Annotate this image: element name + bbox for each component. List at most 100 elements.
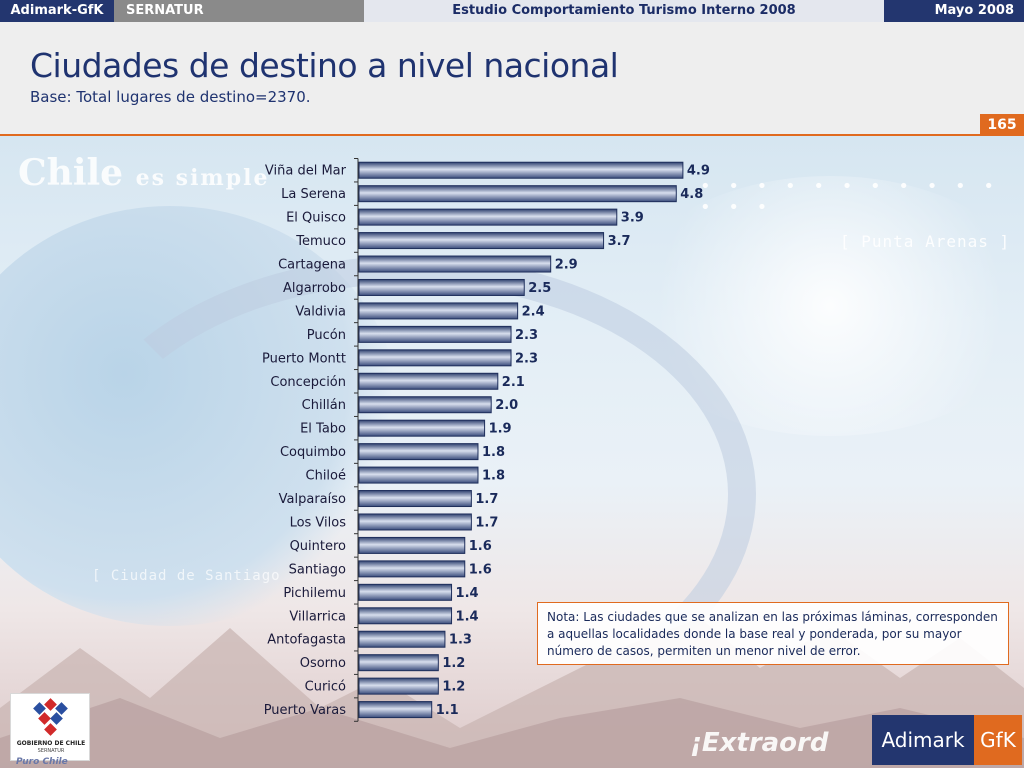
value-label: 2.5 xyxy=(528,281,551,296)
value-label: 1.6 xyxy=(469,539,492,554)
gobierno-subtext: SERNATUR xyxy=(37,748,65,754)
watermark-extraordinario: ¡Extraord xyxy=(690,728,829,758)
value-label: 1.6 xyxy=(469,562,492,577)
category-label: Temuco xyxy=(295,234,346,249)
category-label: Villarrica xyxy=(289,609,346,624)
value-label: 1.8 xyxy=(482,469,505,484)
bar xyxy=(358,560,466,578)
value-label: 1.7 xyxy=(475,492,498,507)
puro-chile-text: Puro Chile xyxy=(16,757,68,767)
value-label: 1.3 xyxy=(449,633,472,648)
value-label: 1.4 xyxy=(456,609,479,624)
category-label: Viña del Mar xyxy=(265,164,347,179)
bar xyxy=(358,255,552,273)
category-label: Curicó xyxy=(305,680,346,695)
category-label: Cartagena xyxy=(278,258,346,273)
bar xyxy=(358,302,519,320)
category-label: Pucón xyxy=(307,328,346,343)
category-label: Coquimbo xyxy=(280,445,346,460)
watermark-punta-arenas: [ Punta Arenas ] xyxy=(840,232,1011,251)
bar xyxy=(358,419,486,437)
category-label: Valdivia xyxy=(295,304,346,319)
gobierno-text: GOBIERNO DE CHILE xyxy=(16,740,86,747)
adimark-gfk-logo: Adimark GfK xyxy=(872,715,1022,765)
value-label: 2.0 xyxy=(495,398,518,413)
bar xyxy=(358,208,618,226)
page-number-badge: 165 xyxy=(980,114,1024,136)
gobierno-emblem-icon xyxy=(33,698,68,736)
bar xyxy=(358,325,512,343)
bar xyxy=(358,630,446,648)
value-label: 3.7 xyxy=(608,234,631,249)
brand-label: Adimark-GfK xyxy=(0,0,114,22)
watermark-chile-main: Chile xyxy=(18,152,124,194)
bar xyxy=(358,607,453,625)
category-label: Chillán xyxy=(302,398,346,413)
bar xyxy=(358,349,512,367)
page-title: Ciudades de destino a nivel nacional xyxy=(30,46,619,85)
value-label: 2.9 xyxy=(555,258,578,273)
bar xyxy=(358,583,453,601)
category-label: Antofagasta xyxy=(267,633,346,648)
bar xyxy=(358,466,479,484)
title-band: Ciudades de destino a nivel nacional Bas… xyxy=(0,22,1024,134)
gobierno-logo: GOBIERNO DE CHILE SERNATUR xyxy=(10,693,90,761)
value-label: 4.8 xyxy=(680,187,703,202)
category-label: Valparaíso xyxy=(279,492,346,507)
category-label: Santiago xyxy=(289,562,346,577)
category-label: Puerto Montt xyxy=(262,351,346,366)
category-label: Concepción xyxy=(270,375,346,390)
adimark-logo-text: Adimark xyxy=(872,715,974,765)
note-box: Nota: Las ciudades que se analizan en la… xyxy=(537,602,1009,665)
page-subtitle: Base: Total lugares de destino=2370. xyxy=(30,88,311,106)
bar xyxy=(358,372,499,390)
bar xyxy=(358,701,433,719)
bar xyxy=(358,161,684,179)
value-label: 1.9 xyxy=(489,422,512,437)
bar xyxy=(358,513,472,531)
bar xyxy=(358,443,479,461)
bar xyxy=(358,490,472,508)
value-label: 1.2 xyxy=(442,656,465,671)
background-scene: Chile es simple • • • • • • • • • • • • … xyxy=(0,136,1024,768)
bar xyxy=(358,396,492,414)
bar xyxy=(358,677,439,695)
category-label: Algarrobo xyxy=(283,281,346,296)
date-label: Mayo 2008 xyxy=(884,0,1024,22)
value-label: 1.1 xyxy=(436,703,459,718)
bar xyxy=(358,278,525,296)
value-label: 1.4 xyxy=(456,586,479,601)
divider-line xyxy=(0,134,1024,136)
watermark-dots: • • • • • • • • • • • • • • xyxy=(700,176,1001,218)
gfk-logo-text: GfK xyxy=(974,715,1022,765)
watermark-chile: Chile es simple xyxy=(18,152,269,194)
mountains-image xyxy=(0,618,1024,768)
value-label: 2.4 xyxy=(522,304,545,319)
watermark-chile-rest: es simple xyxy=(135,165,270,191)
category-label: Chiloé xyxy=(306,469,347,484)
category-label: El Tabo xyxy=(300,422,346,437)
category-label: Puerto Varas xyxy=(264,703,347,718)
bar xyxy=(358,185,677,203)
watermark-ciudad: [ Ciudad de Santiago xyxy=(92,568,281,584)
bar xyxy=(358,654,439,672)
category-label: Quintero xyxy=(290,539,346,554)
category-label: Los Vilos xyxy=(290,515,347,530)
value-label: 2.3 xyxy=(515,351,538,366)
bar xyxy=(358,232,605,250)
client-label: SERNATUR xyxy=(114,0,364,22)
category-label: El Quisco xyxy=(286,211,346,226)
bar xyxy=(358,536,466,554)
value-label: 1.2 xyxy=(442,680,465,695)
top-bar: Adimark-GfK SERNATUR Estudio Comportamie… xyxy=(0,0,1024,22)
value-label: 2.3 xyxy=(515,328,538,343)
category-label: La Serena xyxy=(281,187,346,202)
value-label: 2.1 xyxy=(502,375,525,390)
value-label: 3.9 xyxy=(621,211,644,226)
value-label: 4.9 xyxy=(687,164,710,179)
category-label: Pichilemu xyxy=(283,586,346,601)
value-label: 1.7 xyxy=(475,515,498,530)
study-label: Estudio Comportamiento Turismo Interno 2… xyxy=(364,0,884,22)
category-label: Osorno xyxy=(300,656,346,671)
